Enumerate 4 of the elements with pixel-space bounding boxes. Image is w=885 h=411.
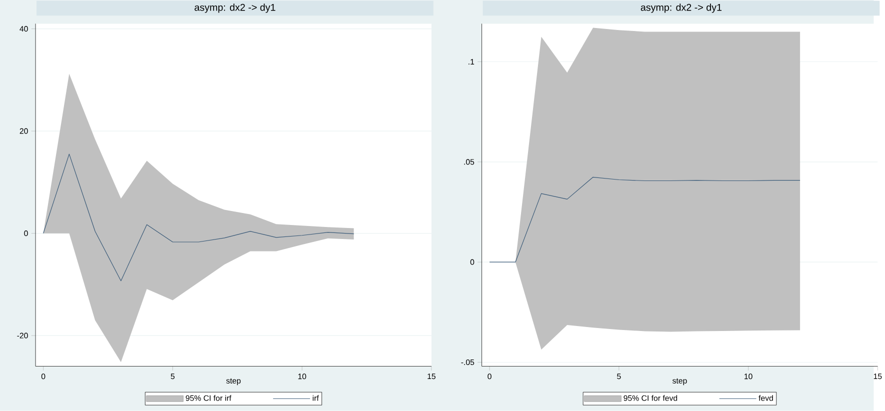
chart-title: asymp: dx2 -> dy1 <box>640 4 722 13</box>
chart-title: asymp: dx2 -> dy1 <box>194 4 276 13</box>
line-series <box>489 177 800 263</box>
line-series <box>43 154 354 282</box>
